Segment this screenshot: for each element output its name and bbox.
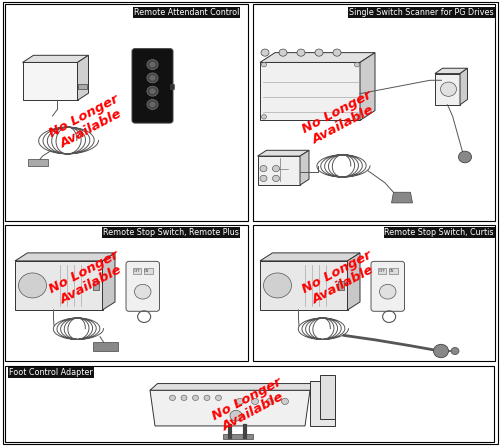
Polygon shape <box>258 150 309 156</box>
Circle shape <box>458 151 471 163</box>
Bar <box>92 281 98 290</box>
Circle shape <box>150 75 156 81</box>
Circle shape <box>170 395 175 401</box>
Polygon shape <box>150 390 310 426</box>
Circle shape <box>150 62 156 67</box>
Polygon shape <box>348 253 360 310</box>
Circle shape <box>18 273 46 298</box>
Circle shape <box>260 175 267 182</box>
Bar <box>389 268 398 274</box>
Bar <box>78 84 86 89</box>
Circle shape <box>147 73 158 83</box>
Circle shape <box>451 347 459 355</box>
Text: Foot Control Adapter: Foot Control Adapter <box>9 368 93 377</box>
Circle shape <box>380 285 396 299</box>
Polygon shape <box>22 62 78 100</box>
Text: OFF: OFF <box>134 268 140 273</box>
Polygon shape <box>15 261 102 310</box>
Polygon shape <box>102 253 115 310</box>
Polygon shape <box>22 55 88 62</box>
Polygon shape <box>360 53 375 120</box>
Circle shape <box>262 62 266 67</box>
Bar <box>144 268 152 274</box>
Circle shape <box>282 398 288 405</box>
Bar <box>252 225 495 361</box>
Bar <box>28 159 48 166</box>
Bar <box>222 434 252 439</box>
Circle shape <box>147 86 158 96</box>
Polygon shape <box>300 150 309 185</box>
Circle shape <box>260 165 267 172</box>
FancyBboxPatch shape <box>126 261 160 311</box>
Circle shape <box>192 395 198 401</box>
Circle shape <box>216 395 222 401</box>
Circle shape <box>315 49 323 56</box>
Circle shape <box>297 49 305 56</box>
Circle shape <box>230 410 242 421</box>
Text: ON: ON <box>389 268 394 273</box>
Circle shape <box>204 395 210 401</box>
Polygon shape <box>460 68 468 105</box>
Circle shape <box>266 398 274 405</box>
Text: Remote Stop Switch, Curtis: Remote Stop Switch, Curtis <box>384 228 494 237</box>
Bar <box>252 4 495 221</box>
Bar <box>378 268 386 274</box>
Text: No Longer
Available: No Longer Available <box>47 92 128 153</box>
Text: ON: ON <box>144 268 150 273</box>
Circle shape <box>434 344 448 358</box>
Polygon shape <box>78 55 88 100</box>
Text: No Longer
Available: No Longer Available <box>210 376 290 436</box>
Circle shape <box>279 49 287 56</box>
Bar <box>132 268 141 274</box>
Circle shape <box>333 49 341 56</box>
Circle shape <box>354 115 360 119</box>
Text: Remote Attendant Control: Remote Attendant Control <box>134 8 239 17</box>
Circle shape <box>134 285 151 299</box>
Polygon shape <box>260 261 348 310</box>
Text: Remote Stop Switch, Remote Plus: Remote Stop Switch, Remote Plus <box>103 228 239 237</box>
Circle shape <box>252 398 258 405</box>
Circle shape <box>264 273 291 298</box>
Circle shape <box>150 102 156 107</box>
Text: No Longer
Available: No Longer Available <box>300 88 380 149</box>
Polygon shape <box>15 253 115 261</box>
Circle shape <box>354 62 360 67</box>
FancyBboxPatch shape <box>371 261 404 311</box>
Polygon shape <box>258 156 300 185</box>
Bar <box>5 366 494 442</box>
Bar <box>5 225 248 361</box>
Circle shape <box>236 398 244 405</box>
Bar <box>170 84 174 89</box>
Polygon shape <box>260 53 375 62</box>
Circle shape <box>147 99 158 109</box>
Circle shape <box>272 175 280 182</box>
Text: Single Switch Scanner for PG Drives: Single Switch Scanner for PG Drives <box>350 8 494 17</box>
Bar <box>338 281 344 290</box>
FancyBboxPatch shape <box>132 49 173 123</box>
Circle shape <box>147 60 158 70</box>
Polygon shape <box>260 253 360 261</box>
Text: No Longer
Available: No Longer Available <box>47 248 128 309</box>
Polygon shape <box>320 375 335 419</box>
Polygon shape <box>392 192 412 203</box>
Polygon shape <box>310 381 335 426</box>
Text: No Longer
Available: No Longer Available <box>300 248 380 309</box>
Circle shape <box>440 82 456 96</box>
Circle shape <box>272 165 280 172</box>
Text: OFF: OFF <box>378 268 385 273</box>
Polygon shape <box>150 384 318 390</box>
Circle shape <box>261 49 269 56</box>
Circle shape <box>262 115 266 119</box>
Bar <box>5 4 248 221</box>
Circle shape <box>181 395 187 401</box>
Polygon shape <box>435 74 460 105</box>
Polygon shape <box>260 62 360 120</box>
Circle shape <box>150 88 156 94</box>
Bar <box>92 342 118 351</box>
Polygon shape <box>435 68 468 74</box>
